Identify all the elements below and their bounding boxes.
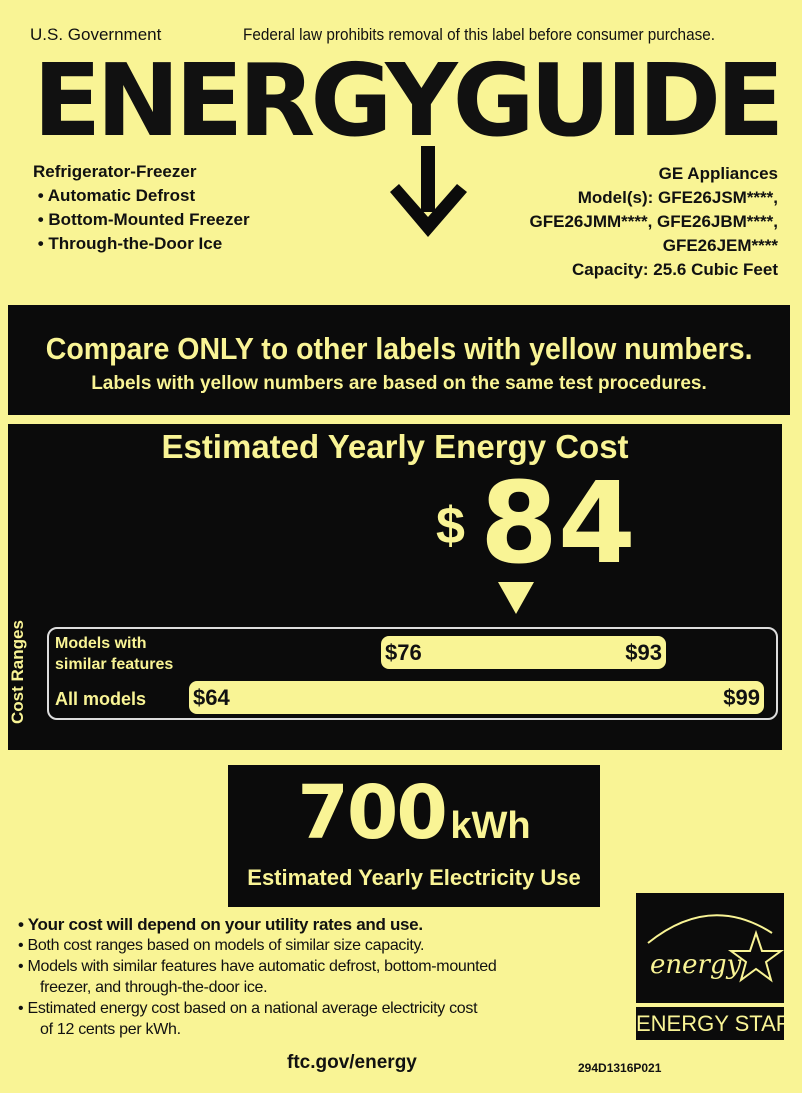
feature: • Bottom-Mounted Freezer	[33, 210, 250, 229]
usage-box: 700 kWh Estimated Yearly Electricity Use	[228, 765, 600, 907]
note: • Both cost ranges based on models of si…	[18, 937, 425, 954]
energy-star-text: ENERGY STAR	[636, 1007, 792, 1040]
ranges-frame: Models with similar features $76 $93 All m…	[47, 627, 778, 720]
note: freezer, and through-the-door ice.	[40, 979, 268, 996]
compare-subtitle: Labels with yellow numbers are based on …	[91, 373, 707, 394]
similar-range-bar: $76 $93	[381, 636, 666, 669]
feature: • Through-the-Door Ice	[33, 234, 223, 253]
triangle-marker-icon	[498, 582, 534, 614]
similar-label: Models with similar features	[55, 635, 174, 673]
models: GFE26JEM****	[662, 236, 778, 255]
cost-box: Estimated Yearly Energy Cost $ 84 Cost R…	[8, 424, 782, 750]
product-info: Refrigerator-Freezer • Automatic Defrost…	[33, 160, 250, 256]
note: • Your cost will depend on your utility …	[18, 915, 423, 934]
note: • Models with similar features have auto…	[18, 958, 497, 975]
feature: • Automatic Defrost	[33, 186, 196, 205]
currency-symbol: $	[436, 497, 465, 555]
compare-title: Compare ONLY to other labels with yellow…	[45, 331, 753, 366]
arrow-down-icon	[390, 146, 467, 237]
all-range-bar: $64 $99	[189, 681, 764, 714]
product-type: Refrigerator-Freezer	[33, 162, 197, 181]
label-code: 294D1316P021	[578, 1061, 662, 1075]
energyguide-logo: ENERGYGUIDE	[33, 42, 784, 159]
removal-notice: Federal law prohibits removal of this la…	[243, 25, 715, 44]
cost-ranges-label: Cost Ranges	[8, 620, 27, 724]
cost-value: 84	[480, 459, 636, 589]
us-government: U.S. Government	[30, 25, 162, 44]
manufacturer-info: GE Appliances Model(s): GFE26JSM****, GF…	[530, 162, 778, 282]
usage-value: 700	[297, 770, 447, 856]
energy-star-icon: energy	[647, 914, 785, 983]
note: • Estimated energy cost based on a natio…	[18, 1000, 478, 1017]
ftc-url: ftc.gov/energy	[287, 1052, 417, 1073]
usage-unit: kWh	[450, 805, 531, 847]
brand: GE Appliances	[658, 164, 778, 183]
models: GFE26JMM****, GFE26JBM****,	[529, 212, 778, 231]
cost-title: Estimated Yearly Energy Cost	[161, 428, 629, 465]
compare-box: Compare ONLY to other labels with yellow…	[8, 305, 790, 415]
svg-text:energy: energy	[650, 950, 742, 980]
note: of 12 cents per kWh.	[40, 1021, 181, 1038]
energy-star-logo: energy	[636, 893, 785, 1003]
models: Model(s): GFE26JSM****,	[577, 188, 778, 207]
capacity: Capacity: 25.6 Cubic Feet	[572, 260, 778, 279]
all-models-label: All models	[55, 689, 147, 709]
notes: • Your cost will depend on your utility …	[18, 914, 497, 1040]
usage-label: Estimated Yearly Electricity Use	[247, 865, 581, 890]
